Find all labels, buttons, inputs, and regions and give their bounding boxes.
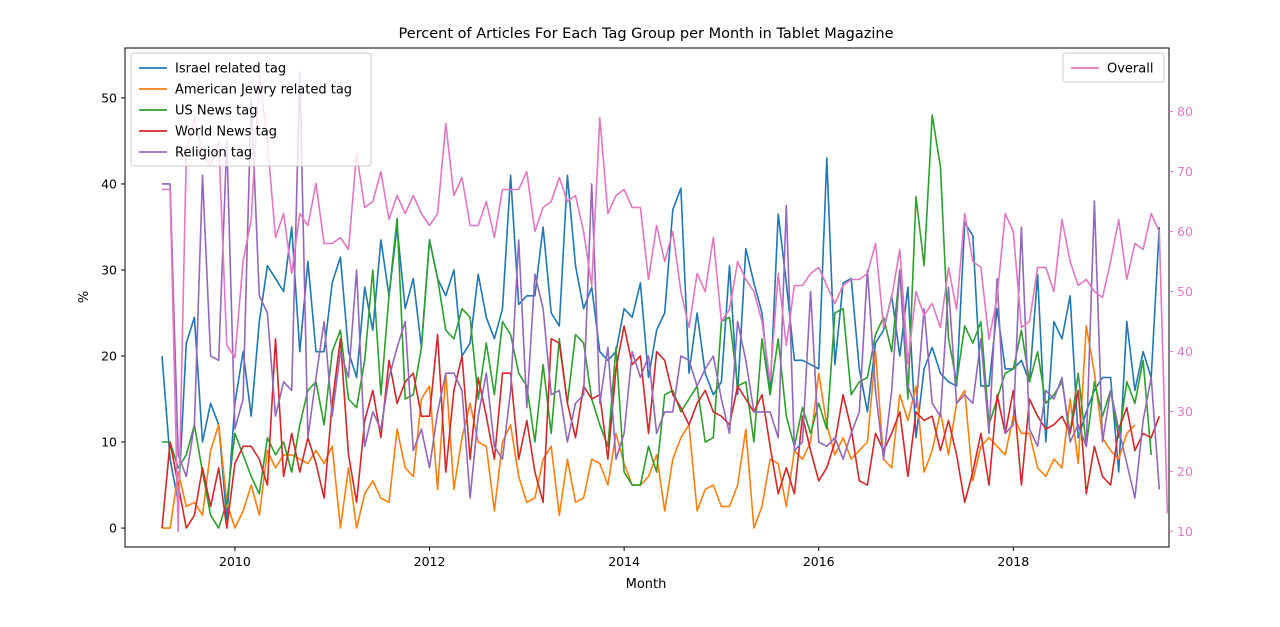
legend-label-israel-related-tag: Israel related tag [175,62,286,77]
legend-box [130,52,372,167]
y2-tick-label: 20 [1177,464,1193,479]
legend-right: Overall [1062,52,1165,83]
axes-layer: 2010 2012 2014 2016 2018 0 10 20 30 40 50 10 20 30 40 5… [101,47,1193,569]
series-line-overall [162,74,1169,533]
y2-tick-label: 40 [1177,344,1193,359]
y2-tick-label: 80 [1177,104,1193,119]
series-line-religion-tag [162,71,1161,499]
series-line-us-news-tag [162,114,1152,529]
series-line-israel-related-tag [161,157,1161,521]
x-axis-label: Month [626,577,667,592]
legend-left: Israel related tag American Jewry related… [130,52,372,167]
x-tick-label: 2018 [997,554,1029,569]
y-axis-label: % [77,291,92,303]
y2-tick-label: 60 [1177,224,1193,239]
series-line-american-jewry-related-tag [162,325,1136,529]
x-tick-label: 2016 [803,554,835,569]
legend-label-american-jewry-related-tag: American Jewry related tag [175,83,352,98]
x-tick-label: 2012 [414,554,446,569]
legend-box [1062,52,1165,83]
legend-label-overall: Overall [1107,62,1153,77]
y-tick-label: 40 [101,176,117,191]
series-line-world-news-tag [161,325,1161,529]
y2-tick-label: 50 [1177,284,1193,299]
series-layer [161,71,1169,533]
y-tick-label: 20 [101,349,117,364]
y2-tick-label: 70 [1177,164,1193,179]
y-tick-label: 0 [109,521,117,536]
y2-tick-label: 10 [1177,524,1193,539]
legend-label-religion-tag: Religion tag [175,146,252,161]
x-tick-label: 2010 [219,554,251,569]
x-tick-label: 2014 [608,554,640,569]
legend-label-us-news-tag: US News tag [175,104,257,119]
y2-tick-label: 30 [1177,404,1193,419]
chart-title: Percent of Articles For Each Tag Group p… [398,26,893,42]
legend-label-world-news-tag: World News tag [175,125,277,140]
plot-frame [124,47,1170,548]
y-tick-label: 50 [101,90,117,105]
y-tick-label: 10 [101,435,117,450]
y-tick-label: 30 [101,262,117,277]
